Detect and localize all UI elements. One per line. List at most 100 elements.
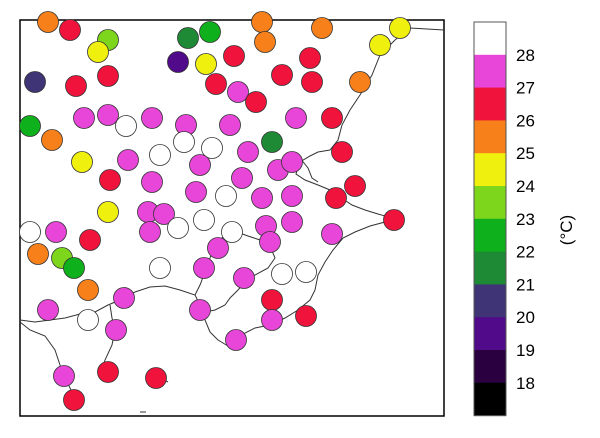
station-marker xyxy=(167,51,189,73)
station-marker xyxy=(53,365,75,387)
legend-tick-label: 20 xyxy=(516,308,535,327)
station-marker xyxy=(261,309,283,331)
station-marker xyxy=(344,175,366,197)
station-marker xyxy=(27,243,49,265)
station-marker xyxy=(167,217,189,239)
station-marker xyxy=(59,19,81,41)
station-marker xyxy=(37,299,59,321)
station-marker xyxy=(189,154,211,176)
station-marker xyxy=(141,107,163,129)
station-marker xyxy=(173,131,195,153)
station-marker xyxy=(97,361,119,383)
station-marker xyxy=(24,71,46,93)
legend-outline xyxy=(473,21,507,417)
station-marker xyxy=(281,211,303,233)
station-marker xyxy=(221,221,243,243)
station-marker xyxy=(141,171,163,193)
legend-swatch xyxy=(474,350,506,384)
station-marker xyxy=(71,151,93,173)
station-marker xyxy=(261,131,283,153)
legend-tick-label: 21 xyxy=(516,275,535,294)
station-marker xyxy=(349,71,371,93)
legend-swatch xyxy=(474,186,506,220)
station-marker xyxy=(311,17,333,39)
station-marker xyxy=(331,141,353,163)
station-marker xyxy=(189,299,211,321)
station-marker xyxy=(251,11,273,33)
legend-swatch xyxy=(474,87,506,121)
station-marker xyxy=(281,151,303,173)
station-marker xyxy=(271,263,293,285)
coastline-segment xyxy=(295,27,445,223)
station-marker xyxy=(77,279,99,301)
station-markers xyxy=(19,11,411,411)
station-marker xyxy=(251,187,273,209)
station-marker xyxy=(115,115,137,137)
legend-tick-labels: 28 27 26 25 24 23 22 21 20 19 18 xyxy=(516,46,535,393)
station-marker xyxy=(73,107,95,129)
station-marker xyxy=(199,21,221,43)
legend-swatch xyxy=(474,317,506,351)
station-marker xyxy=(369,34,391,56)
legend-tick-label: 23 xyxy=(516,210,535,229)
legend-tick-label: 25 xyxy=(516,144,535,163)
legend-swatch xyxy=(474,54,506,89)
station-marker xyxy=(63,257,85,279)
station-marker xyxy=(41,129,63,151)
station-marker xyxy=(207,237,229,259)
station-marker xyxy=(149,144,171,166)
station-marker xyxy=(321,223,343,245)
station-marker xyxy=(79,229,101,251)
station-marker xyxy=(87,41,109,63)
legend-tick-label: 18 xyxy=(516,374,535,393)
legend-tick-label: 26 xyxy=(516,111,535,130)
station-marker xyxy=(299,47,321,69)
station-marker xyxy=(245,91,267,113)
station-marker xyxy=(389,17,411,39)
legend-swatch xyxy=(474,251,506,285)
legend-swatch xyxy=(474,218,506,253)
station-marker xyxy=(254,31,276,53)
station-marker xyxy=(145,367,167,389)
legend-tick-label: 27 xyxy=(516,79,535,98)
legend-tick-label: 19 xyxy=(516,341,535,360)
station-marker xyxy=(259,231,281,253)
station-marker xyxy=(149,257,171,279)
station-marker xyxy=(223,45,245,67)
station-marker xyxy=(117,149,139,171)
station-marker xyxy=(215,185,237,207)
station-marker xyxy=(139,221,161,243)
station-marker xyxy=(45,221,67,243)
station-marker xyxy=(295,261,317,283)
station-marker xyxy=(205,73,227,95)
station-marker xyxy=(301,71,323,93)
station-marker xyxy=(153,203,175,225)
station-marker xyxy=(177,27,199,49)
legend-swatch xyxy=(474,284,506,318)
station-marker xyxy=(383,209,405,231)
station-marker xyxy=(195,53,217,75)
station-marker xyxy=(185,181,207,203)
station-marker xyxy=(19,115,41,137)
station-marker xyxy=(295,305,317,327)
station-marker xyxy=(227,81,249,103)
station-marker xyxy=(105,319,127,341)
station-marker xyxy=(65,75,87,97)
legend-swatch xyxy=(474,22,506,56)
station-marker xyxy=(225,329,247,351)
station-marker xyxy=(271,64,293,86)
station-marker xyxy=(77,309,99,331)
station-marker xyxy=(97,201,119,223)
station-marker xyxy=(285,107,307,129)
station-marker xyxy=(97,104,119,126)
coastline-segment xyxy=(299,157,319,183)
station-marker xyxy=(219,114,241,136)
legend-tick-label: 28 xyxy=(516,46,535,65)
legend-tick-label: 24 xyxy=(516,177,535,196)
legend-color-bar xyxy=(473,21,507,417)
station-marker xyxy=(193,209,215,231)
station-marker xyxy=(63,389,85,411)
station-marker xyxy=(231,167,253,189)
station-marker xyxy=(325,187,347,209)
